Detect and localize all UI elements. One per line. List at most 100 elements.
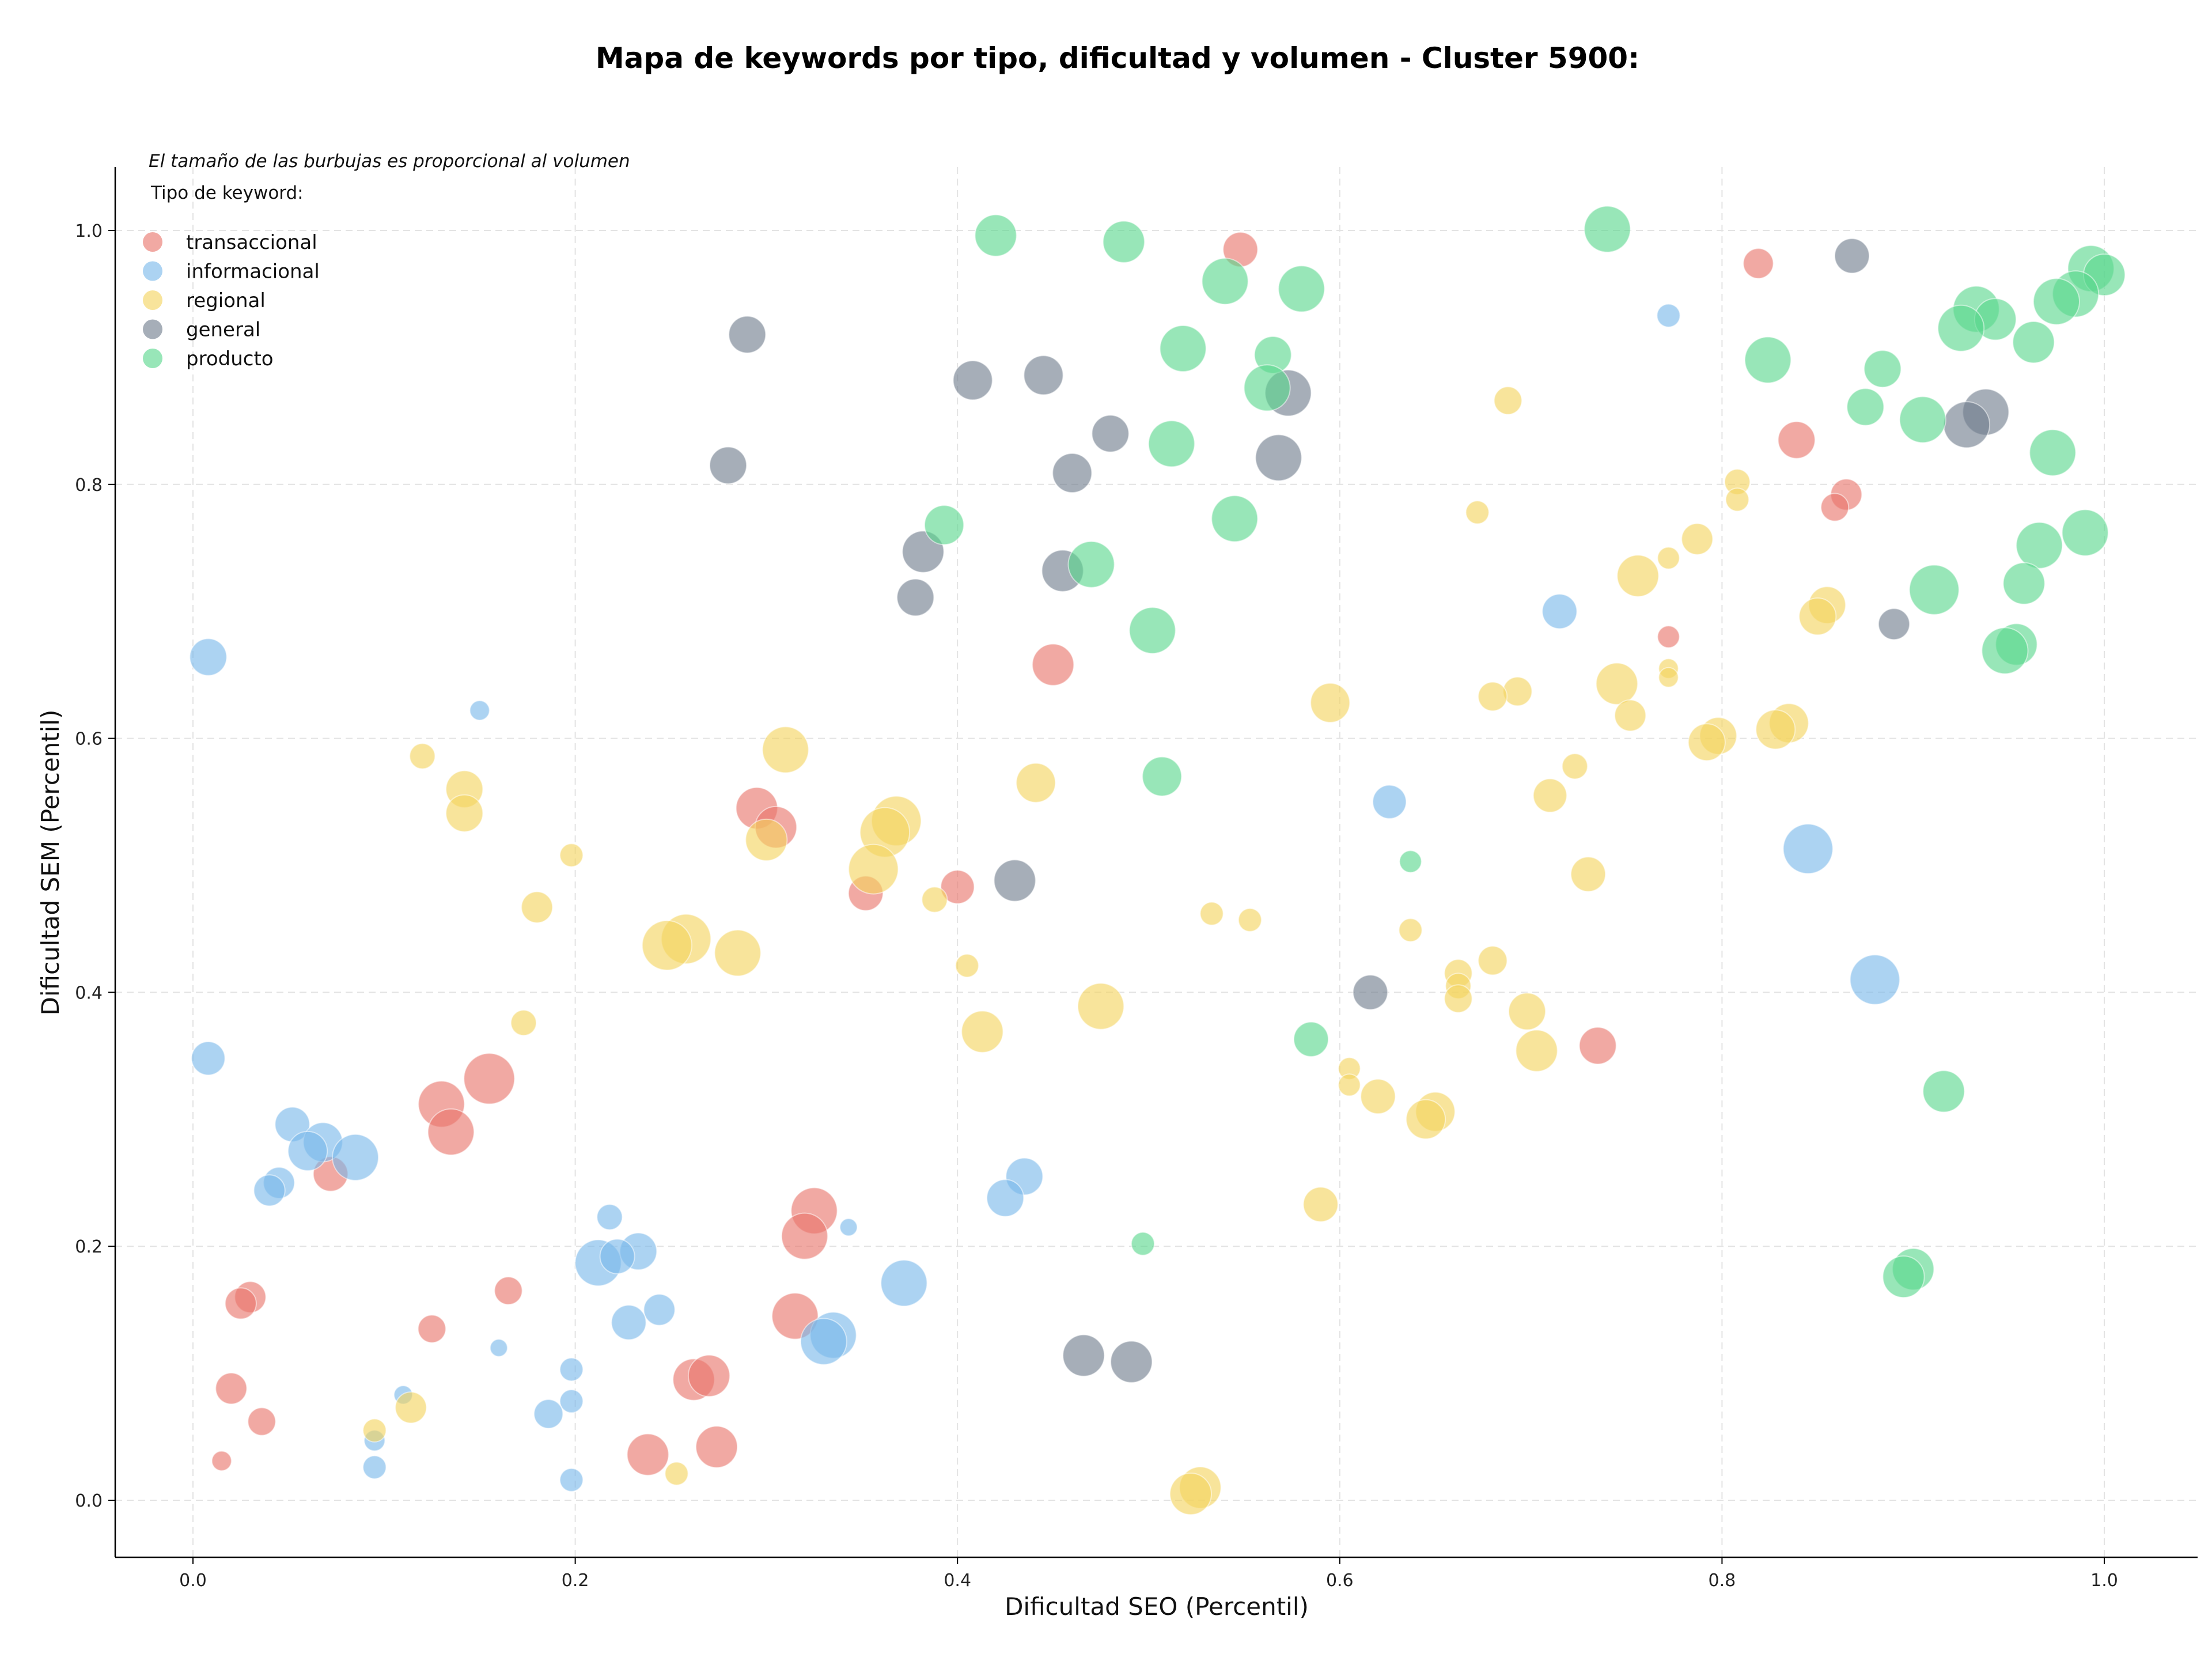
bubble-regional — [1532, 778, 1567, 813]
bubble-producto — [1981, 627, 2029, 675]
bubble-general — [952, 360, 993, 401]
bubble-transaccional — [417, 1314, 446, 1344]
bubble-regional — [1570, 856, 1607, 892]
bubble-transaccional — [1820, 493, 1850, 522]
x-tick-label: 0.6 — [1326, 1571, 1354, 1591]
bubble-regional — [395, 1391, 427, 1424]
bubble-general — [1878, 608, 1910, 641]
bubble-producto — [1201, 258, 1249, 305]
bubble-informacional — [611, 1304, 647, 1341]
bubble-regional — [1465, 500, 1490, 525]
bubble-informacional — [1372, 784, 1407, 819]
bubble-transaccional — [247, 1407, 276, 1436]
series-regional — [362, 386, 1846, 1515]
bubble-regional — [1478, 945, 1508, 976]
x-tick-label: 0.0 — [179, 1571, 207, 1591]
bubble-informacional — [800, 1318, 847, 1365]
series-producto — [924, 205, 2126, 1299]
bubble-informacional — [559, 1389, 584, 1414]
bubble-regional — [664, 1461, 689, 1486]
bubble-regional — [745, 818, 788, 861]
bubble-regional — [641, 920, 692, 971]
legend-marker-informacional — [143, 261, 162, 281]
bubble-transaccional — [1032, 643, 1075, 686]
bubble-regional — [1798, 597, 1837, 635]
bubble-general — [896, 578, 935, 616]
bubble-regional — [1561, 753, 1588, 780]
x-ticks: 0.0 0.2 0.4 0.6 0.8 1.0 — [179, 1557, 2118, 1591]
bubble-informacional — [533, 1399, 564, 1429]
bubble-general — [728, 315, 767, 354]
bubble-informacional — [559, 1467, 584, 1492]
bubble-producto — [1278, 265, 1325, 313]
bubble-informacional — [332, 1133, 379, 1181]
bubble-transaccional — [626, 1433, 669, 1476]
bubble-transaccional — [427, 1108, 475, 1156]
bubble-informacional — [287, 1130, 328, 1171]
bubble-general — [1023, 355, 1064, 396]
bubble-informacional — [986, 1179, 1025, 1217]
bubble-regional — [521, 891, 554, 924]
bubble-informacional — [880, 1259, 928, 1307]
bubble-producto — [1128, 607, 1176, 654]
bubble-regional — [1681, 523, 1714, 555]
bubble-regional — [1502, 676, 1533, 707]
bubble-regional — [1657, 546, 1680, 570]
bubble-regional — [1508, 992, 1546, 1031]
legend-marker-producto — [143, 349, 162, 368]
bubble-general — [1110, 1340, 1153, 1383]
bubble-producto — [1293, 1021, 1329, 1057]
bubble-informacional — [469, 700, 490, 721]
bubble-informacional — [1849, 954, 1900, 1005]
bubble-regional — [1016, 762, 1056, 803]
bubble-transaccional — [215, 1372, 248, 1405]
bubble-general — [1352, 974, 1388, 1011]
series-informacional — [189, 303, 1900, 1492]
bubble-transaccional — [781, 1212, 828, 1260]
bubble-producto — [1863, 350, 1902, 388]
bubble-informacional — [643, 1293, 676, 1326]
bubble-regional — [1398, 918, 1423, 943]
bubble-regional — [1360, 1079, 1396, 1115]
bubble-regional — [559, 843, 584, 868]
legend-label-transaccional: transaccional — [186, 231, 317, 254]
y-axis-title: Dificultad SEM (Percentil) — [36, 710, 65, 1016]
bubble-regional — [1169, 1473, 1212, 1515]
bubble-regional — [714, 929, 762, 977]
series-general — [709, 238, 2010, 1383]
bubble-regional — [1338, 1073, 1361, 1097]
bubble-regional — [1515, 1029, 1558, 1072]
legend: transaccional informacional regional genera… — [143, 231, 320, 370]
bubble-general — [1943, 401, 1991, 449]
bubble-regional — [1616, 554, 1660, 597]
bubble-producto — [1159, 325, 1207, 372]
y-tick-label: 0.4 — [75, 983, 103, 1003]
bubble-informacional — [253, 1174, 286, 1207]
bubble-informacional — [1782, 823, 1834, 875]
bubble-regional — [1302, 1186, 1339, 1223]
bubble-transaccional — [1657, 625, 1680, 649]
y-ticks: 0.0 0.2 0.4 0.6 0.8 1.0 — [75, 221, 115, 1511]
bubble-producto — [1744, 336, 1791, 384]
bubble-producto — [924, 505, 964, 546]
bubble-producto — [2016, 521, 2063, 569]
bubble-general — [1255, 434, 1302, 482]
bubble-regional — [409, 743, 436, 770]
grid-lines — [115, 167, 2198, 1557]
bubble-general — [1834, 238, 1870, 274]
x-tick-label: 0.2 — [562, 1571, 589, 1591]
bubble-informacional — [559, 1357, 584, 1382]
bubble-general — [1062, 1334, 1105, 1377]
bubble-producto — [2029, 429, 2077, 476]
bubble-regional — [510, 1009, 537, 1036]
bubble-regional — [1478, 681, 1508, 712]
bubble-producto — [1899, 396, 1946, 444]
bubble-producto — [1131, 1231, 1155, 1256]
y-tick-label: 1.0 — [75, 221, 103, 241]
bubble-informacional — [596, 1204, 623, 1231]
bubble-regional — [1077, 982, 1124, 1030]
bubble-layer — [189, 205, 2126, 1515]
bubble-transaccional — [695, 1425, 738, 1469]
bubble-producto — [2002, 562, 2046, 605]
